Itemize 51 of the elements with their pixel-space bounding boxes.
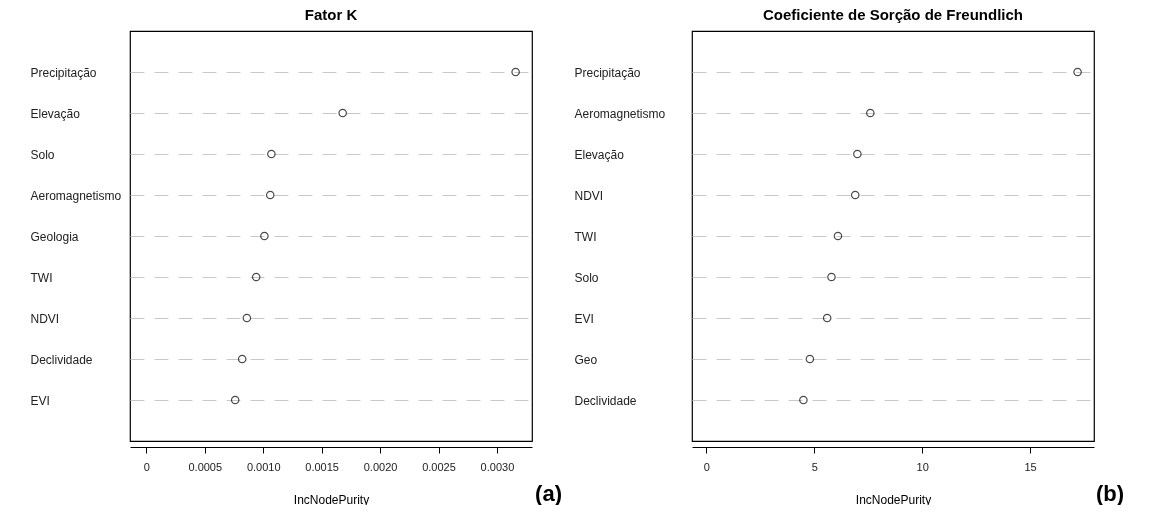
y-tick-label: Aeromagnetismo [574,106,666,121]
text: (a) [535,481,562,506]
y-tick-label: EVI [30,393,50,408]
point [805,354,815,364]
y-tick-label: Solo [574,270,599,285]
point [822,313,832,323]
y-tick-label: Elevação [30,106,81,121]
point [850,190,860,200]
y-tick-label: Declividade [574,393,637,408]
x-tick-label: 0 [703,460,710,473]
y-tick-label: NDVI [30,311,60,326]
x-tick-label: 0 [143,460,150,473]
point [260,231,269,241]
point [267,149,276,159]
x-tick-label: 15 [1024,460,1037,473]
point [230,395,240,405]
point [251,272,261,282]
x-tick-label: 0.0030 [480,460,515,473]
y-tick-label: Declividade [30,352,93,367]
x-tick-label: 0.0010 [246,460,281,473]
chart-title: Coeficiente de Sorção de Freundlich [762,6,1024,23]
y-tick-label: Solo [30,147,55,162]
y-tick-label: Precipitação [30,65,97,80]
point [833,231,843,241]
point [338,108,347,118]
y-tick-label: TWI [574,229,597,244]
chart-title: Fator K [304,6,358,23]
point [237,354,247,364]
point [1073,67,1082,77]
text: (b) [1095,481,1124,506]
y-tick-label: Aeromagnetismo [30,188,122,203]
point [799,395,808,405]
point [511,67,520,77]
y-tick-label: Precipitação [574,65,641,80]
x-tick-label: 0.0005 [188,460,223,473]
x-tick-label: 0.0025 [422,460,456,473]
point [827,272,836,282]
point [242,313,252,323]
point [853,149,862,159]
x-tick-label: 0.0015 [305,460,339,473]
point [265,190,275,200]
y-tick-label: Geologia [30,229,79,244]
x-tick-label: 10 [916,460,929,473]
x-tick-label: 5 [811,460,818,473]
y-tick-label: EVI [574,311,594,326]
y-tick-label: TWI [30,270,53,285]
y-tick-label: Geo [574,352,598,367]
y-tick-label: Elevação [574,147,625,162]
y-tick-label: NDVI [574,188,604,203]
point [866,108,875,118]
x-tick-label: 0.0020 [363,460,398,473]
